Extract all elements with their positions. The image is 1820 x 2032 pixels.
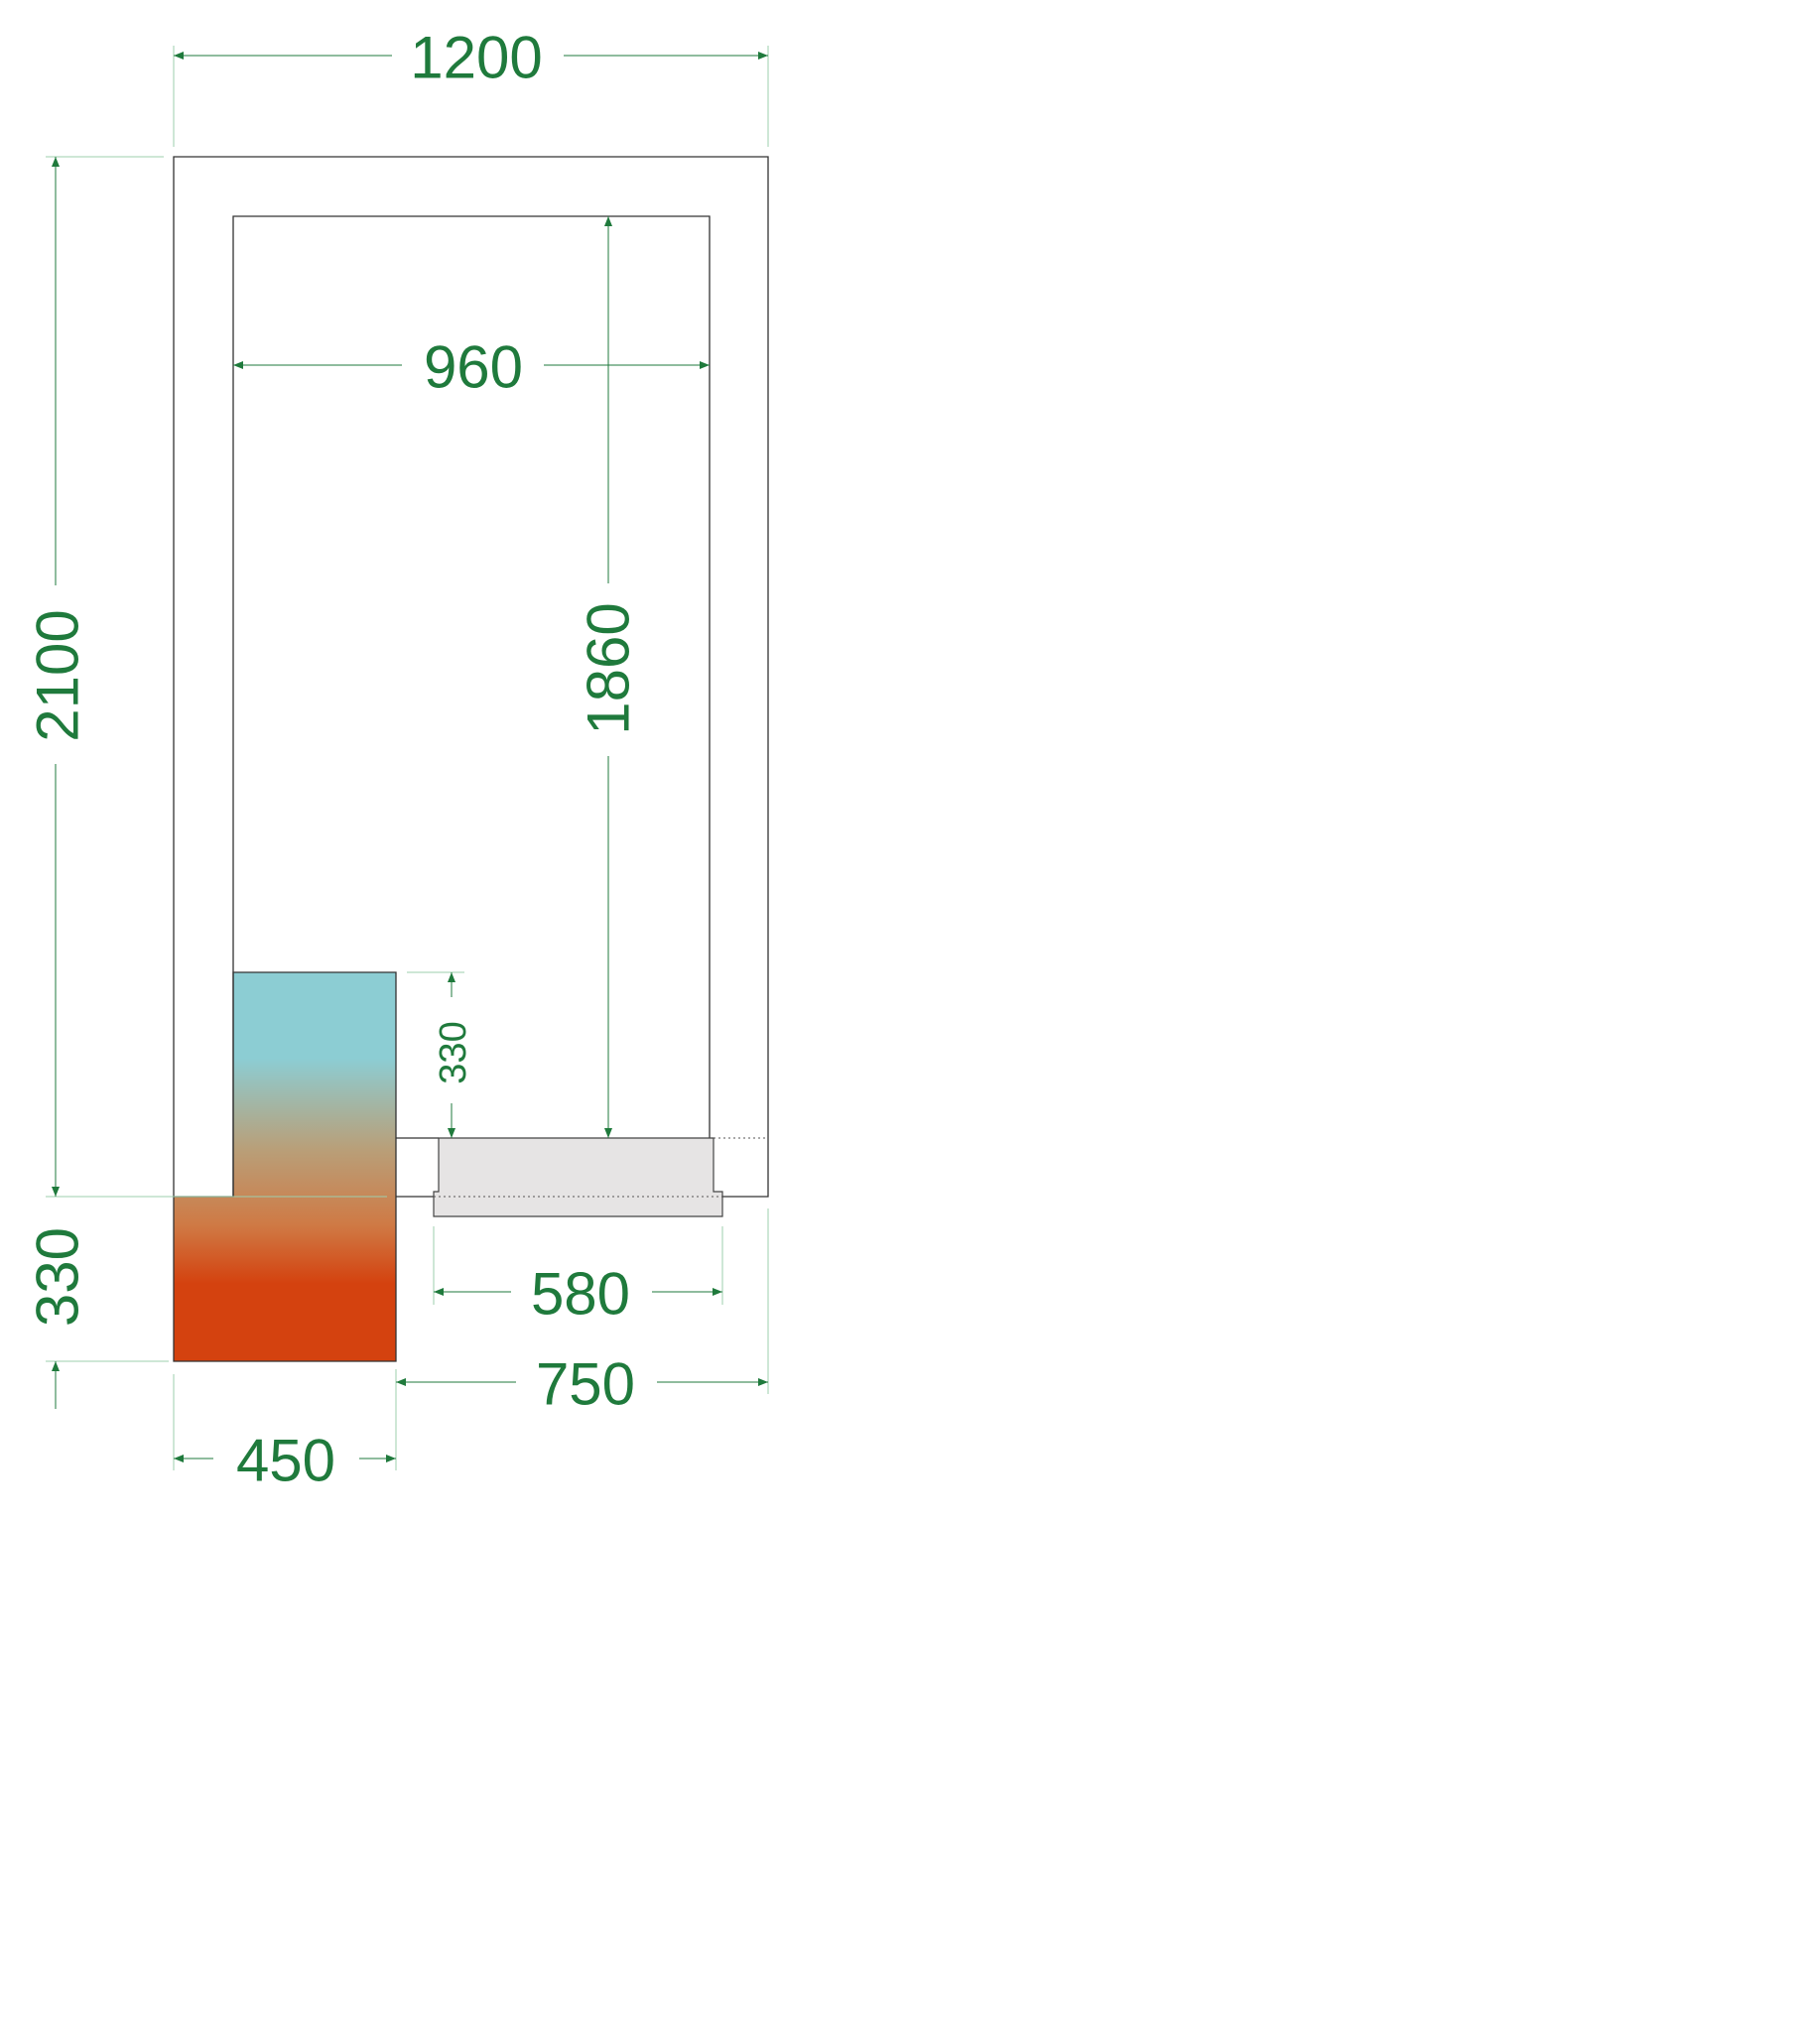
- unit-block: [173, 971, 397, 1362]
- door-sill: [433, 1137, 723, 1217]
- dim-door-offset: 750: [536, 1351, 635, 1418]
- dim-inner-width: 960: [424, 334, 523, 401]
- inner-frame: [232, 215, 711, 1197]
- dim-base-height: 330: [25, 1227, 91, 1327]
- dim-step-height: 330: [433, 1021, 474, 1083]
- extension-lines: [46, 46, 769, 1470]
- dim-sill-width: 580: [531, 1261, 630, 1328]
- dim-overall-width: 1200: [410, 25, 542, 91]
- dim-block-width: 450: [236, 1428, 335, 1494]
- dim-overall-height: 2100: [25, 609, 91, 741]
- dim-inner-height: 1860: [576, 602, 642, 734]
